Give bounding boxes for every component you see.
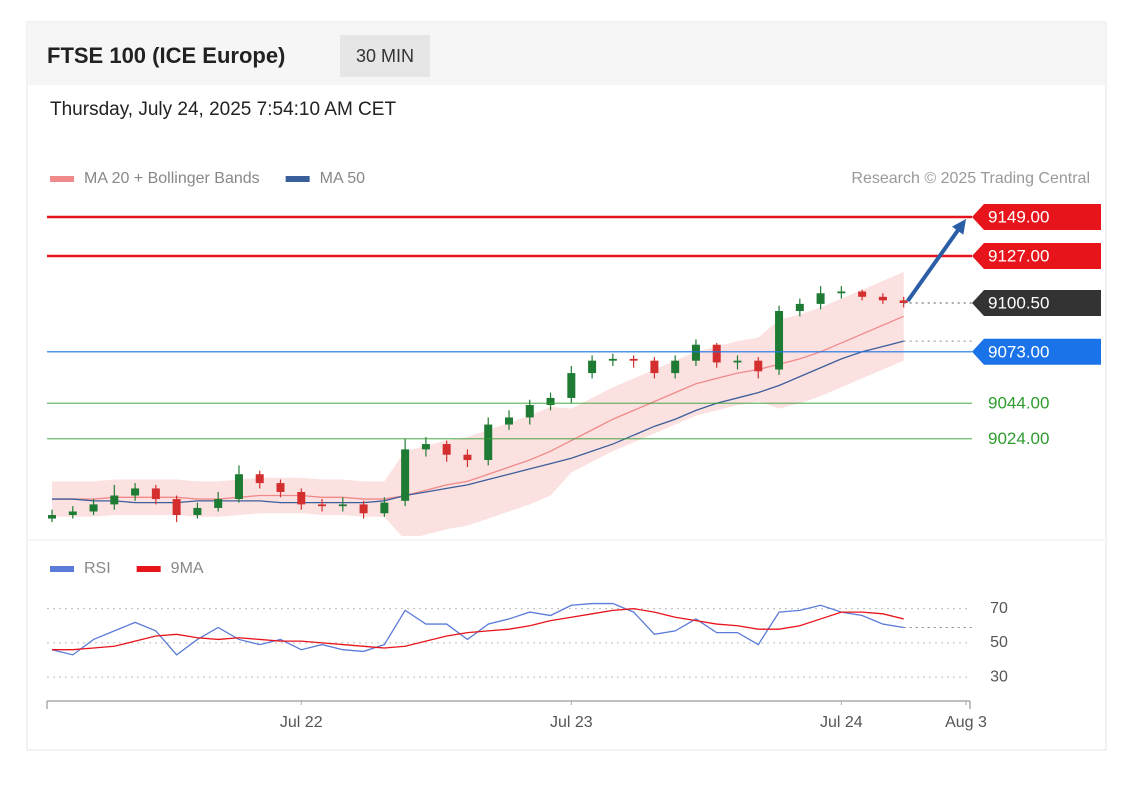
series-line [52, 608, 904, 651]
legend-label: MA 50 [320, 170, 365, 187]
candle-body [899, 300, 908, 304]
y-tick-label: 70 [990, 600, 1008, 617]
candle-body [754, 360, 763, 372]
legend-swatch [136, 566, 161, 572]
candle-body [858, 291, 867, 297]
candle-body [733, 360, 742, 363]
trend-arrow [906, 228, 961, 303]
candle-body [276, 483, 285, 492]
candle-body [629, 358, 638, 361]
level-label-box [972, 203, 1101, 230]
datetime: Thursday, July 24, 2025 7:54:10 AM CET [50, 99, 396, 120]
trend-arrow-head [951, 218, 966, 235]
candle-body [878, 296, 887, 301]
level-label: 9024.00 [988, 429, 1049, 448]
candle-body [546, 397, 555, 406]
candle-body [775, 311, 784, 370]
candle-body [359, 504, 368, 514]
candle-body [421, 444, 430, 450]
candle-body [837, 291, 846, 294]
candle-body [712, 344, 721, 363]
ma-line [52, 340, 904, 504]
candle-body [297, 491, 306, 505]
x-tick-label: Jul 22 [280, 714, 323, 731]
x-tick-label: Jul 23 [550, 714, 593, 731]
price-plot [48, 271, 908, 536]
candle-body [380, 502, 389, 514]
candle-body [318, 504, 327, 507]
level-label: 9073.00 [988, 342, 1049, 361]
chart-title: FTSE 100 (ICE Europe) [47, 43, 285, 68]
candle-body [338, 504, 347, 507]
candle-body [567, 373, 576, 398]
bollinger-band [52, 271, 904, 536]
legend-label: 9MA [171, 560, 204, 577]
candle-body [172, 499, 181, 516]
legend-swatch [50, 176, 74, 182]
level-label-box [972, 290, 1101, 317]
candle-body [484, 424, 493, 461]
credit: Research © 2025 Trading Central [851, 170, 1090, 187]
level-label-box [972, 243, 1101, 269]
candle-body [89, 504, 98, 512]
legend-swatch [285, 176, 310, 182]
candle-body [255, 474, 264, 484]
level-label: 9149.00 [988, 207, 1049, 226]
candle-body [505, 417, 513, 425]
candle-body [151, 488, 160, 500]
candle-body [48, 515, 56, 519]
candle-body [588, 360, 597, 374]
candle-body [234, 474, 243, 500]
candle-body [525, 405, 534, 418]
candle-body [214, 499, 223, 508]
candle-body [608, 358, 617, 361]
y-tick-label: 30 [990, 668, 1008, 685]
candle-body [671, 360, 680, 374]
x-tick-label: Jul 24 [820, 714, 863, 731]
candle-body [401, 449, 410, 501]
timeframe: 30 MIN [356, 46, 414, 66]
level-label: 9044.00 [988, 394, 1049, 413]
candle-body [442, 444, 451, 455]
candle-body [193, 507, 202, 516]
card [26, 21, 1107, 751]
legend-swatch [50, 566, 74, 572]
level-label: 9100.50 [988, 294, 1049, 313]
legend-label: MA 20 + Bollinger Bands [84, 170, 260, 187]
header-band [28, 23, 1105, 85]
level-label-box [972, 338, 1101, 365]
candle-body [691, 344, 700, 361]
candle-body [110, 495, 119, 505]
legend-label: RSI [84, 560, 111, 577]
candle-body [68, 511, 77, 516]
candle-body [795, 303, 804, 311]
candle-body [463, 454, 472, 461]
timeframe-badge [340, 35, 430, 77]
x-tick-label: Aug 3 [945, 714, 987, 731]
y-tick-label: 50 [990, 634, 1008, 651]
candle-body [816, 293, 825, 304]
candle-body [131, 488, 140, 496]
candle-body [650, 360, 659, 374]
level-label: 9127.00 [988, 246, 1049, 265]
